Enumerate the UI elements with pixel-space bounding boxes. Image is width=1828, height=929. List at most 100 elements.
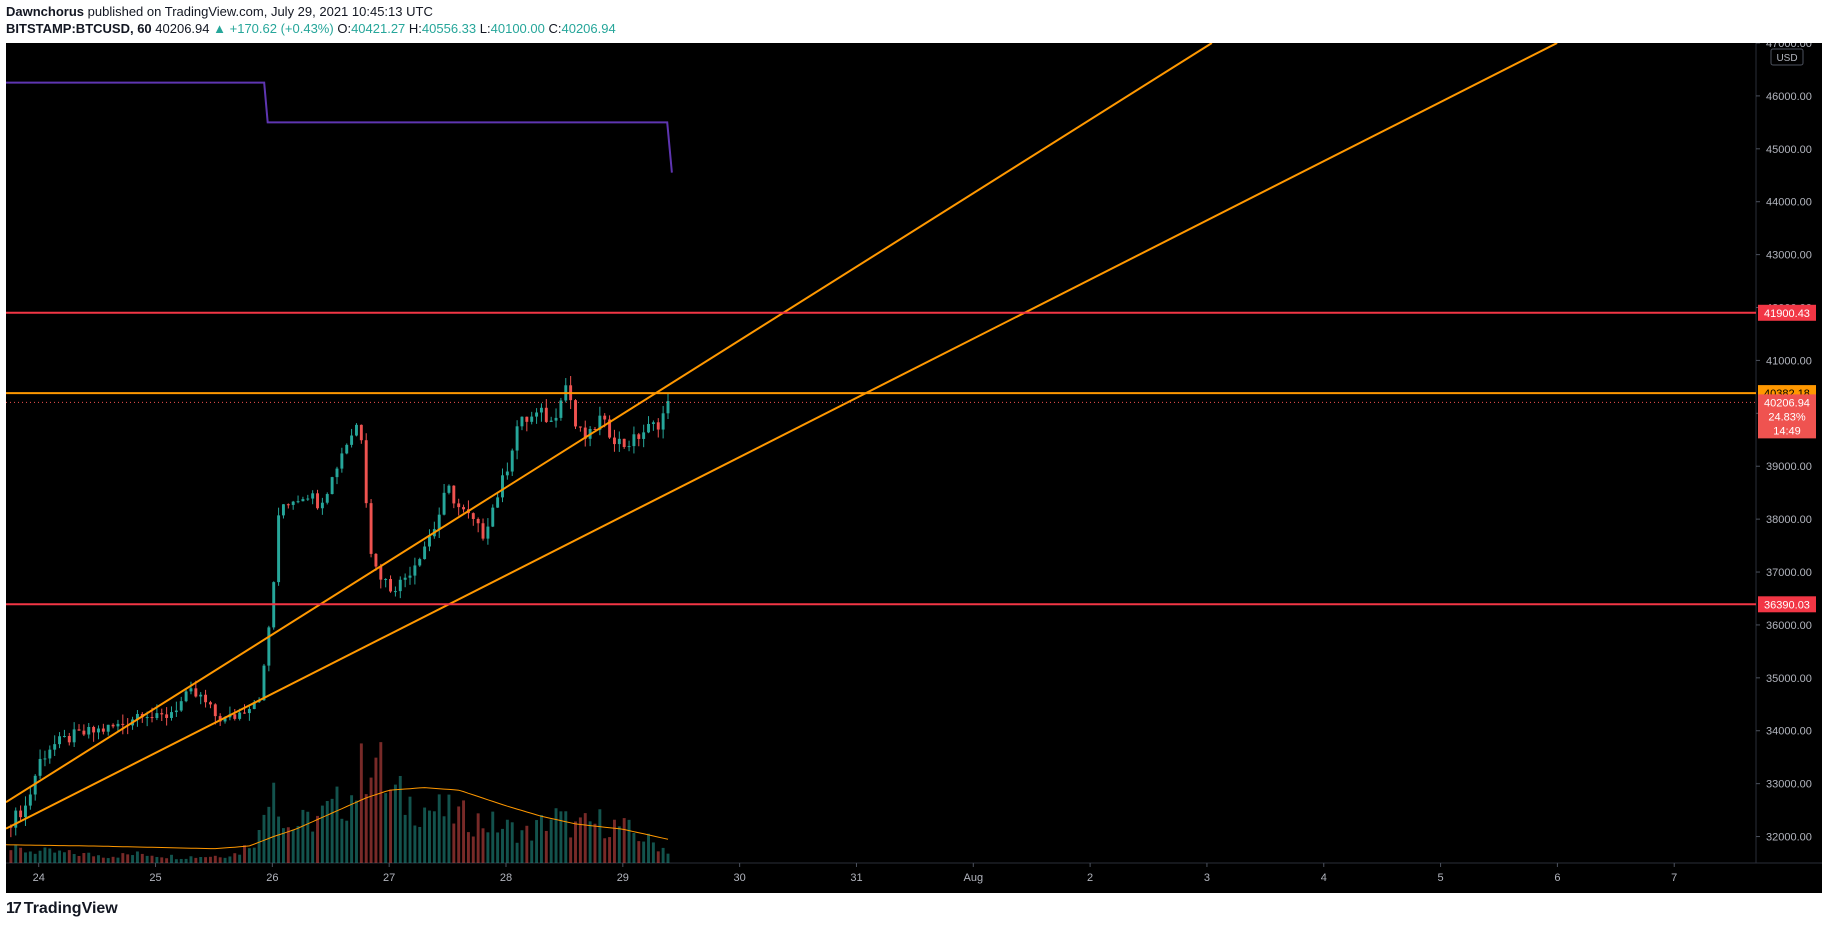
- candle-body: [364, 440, 368, 504]
- candle-body: [491, 507, 495, 527]
- volume-bar: [603, 838, 607, 863]
- candle-body: [48, 749, 52, 759]
- candle-body: [559, 400, 563, 418]
- candle-body: [539, 407, 543, 413]
- volume-bar: [267, 806, 271, 863]
- time-axis-label: 6: [1554, 872, 1560, 884]
- candle-body: [437, 514, 441, 530]
- time-axis-label: 7: [1671, 872, 1677, 884]
- candle-body: [525, 416, 529, 422]
- candle-body: [116, 723, 120, 727]
- time-axis-label: 25: [149, 872, 161, 884]
- candle-body: [62, 736, 66, 738]
- candle-body: [267, 627, 271, 666]
- volume-bar: [67, 850, 71, 863]
- candle-body: [413, 565, 417, 576]
- volume-bar: [544, 830, 548, 863]
- candle-body: [637, 434, 641, 439]
- candle-body: [462, 507, 466, 510]
- volume-bar: [535, 820, 539, 863]
- volume-bar: [345, 820, 349, 863]
- open-label: O:: [337, 21, 352, 36]
- volume-bar: [77, 855, 81, 863]
- volume-bar: [286, 827, 290, 863]
- price-axis-label: 47000.00: [1766, 43, 1812, 50]
- chart-container[interactable]: 32000.00 33000.00 34000.00 35000.00 36000.00…: [6, 43, 1822, 893]
- candle-body: [457, 503, 461, 508]
- volume-bar: [48, 848, 52, 863]
- volume-bar: [350, 795, 354, 863]
- time-axis-label: Aug: [964, 872, 984, 884]
- candle-body: [374, 553, 378, 567]
- published-text: published on TradingView.com, July 29, 2…: [84, 4, 433, 19]
- candle-body: [53, 744, 57, 750]
- time-axis-label: 5: [1438, 872, 1444, 884]
- volume-bar: [432, 811, 436, 863]
- price-axis-label: 44000.00: [1766, 197, 1812, 209]
- candle-body: [189, 688, 193, 692]
- candle-body: [165, 714, 169, 718]
- volume-bar: [617, 826, 621, 863]
- candle-body: [486, 526, 490, 539]
- author-name[interactable]: Dawnchorus: [6, 4, 85, 19]
- volume-bar: [637, 841, 641, 863]
- candle-body: [233, 714, 237, 719]
- candle-body: [608, 419, 612, 438]
- volume-bar: [296, 826, 300, 863]
- candle-body: [92, 726, 96, 733]
- volume-bar: [62, 852, 66, 863]
- volume-bar: [403, 814, 407, 863]
- level-price-tag: [1758, 596, 1816, 613]
- volume-bar: [199, 856, 203, 863]
- candle-body: [549, 420, 553, 422]
- candle-body: [208, 702, 212, 705]
- price-axis-label: 43000.00: [1766, 250, 1812, 262]
- candle-body: [87, 726, 91, 735]
- volume-bar: [423, 807, 427, 863]
- candle-body: [58, 736, 62, 745]
- volume-bar: [398, 775, 402, 863]
- price-axis-label: 45000.00: [1766, 144, 1812, 156]
- time-axis-label: 4: [1321, 872, 1327, 884]
- candle-body: [111, 724, 115, 727]
- candle-body: [121, 723, 125, 725]
- candle-body: [252, 702, 256, 710]
- candle-body: [501, 475, 504, 498]
- candle-body: [243, 712, 246, 714]
- candle-body: [389, 579, 393, 592]
- candle-body: [418, 559, 422, 566]
- candle-body: [632, 434, 636, 447]
- candle-body: [359, 424, 363, 441]
- candle-body: [622, 438, 626, 448]
- candle-body: [656, 422, 660, 430]
- volume-bar: [252, 847, 256, 863]
- candle-body: [661, 413, 665, 430]
- candle-body: [612, 437, 616, 445]
- volume-bar: [374, 757, 378, 863]
- symbol-info-bar: BITSTAMP:BTCUSD, 60 40206.94 ▲ +170.62 (…: [6, 21, 616, 36]
- volume-bar: [437, 794, 441, 863]
- candle-body: [617, 438, 621, 445]
- candle-body: [262, 665, 266, 701]
- volume-bar: [97, 855, 100, 863]
- candle-body: [199, 694, 203, 697]
- candle-body: [574, 400, 577, 427]
- volume-bar: [656, 851, 660, 863]
- volume-bar: [598, 809, 602, 863]
- symbol-name[interactable]: BITSTAMP:BTCUSD, 60: [6, 21, 152, 36]
- volume-bar: [651, 842, 655, 863]
- volume-bar: [486, 832, 490, 863]
- volume-bar: [82, 853, 86, 863]
- volume-bar: [588, 821, 592, 863]
- volume-bar: [335, 786, 339, 863]
- candle-body: [651, 422, 655, 424]
- candle-body: [14, 810, 18, 828]
- volume-bar: [218, 857, 222, 863]
- candle-body: [150, 717, 154, 719]
- price-chart[interactable]: 32000.00 33000.00 34000.00 35000.00 36000.00…: [6, 43, 1822, 893]
- candle-body: [666, 401, 670, 414]
- volume-bar: [184, 858, 188, 863]
- currency-badge: [1770, 48, 1804, 66]
- candle-body: [442, 492, 446, 515]
- volume-bar: [106, 858, 110, 863]
